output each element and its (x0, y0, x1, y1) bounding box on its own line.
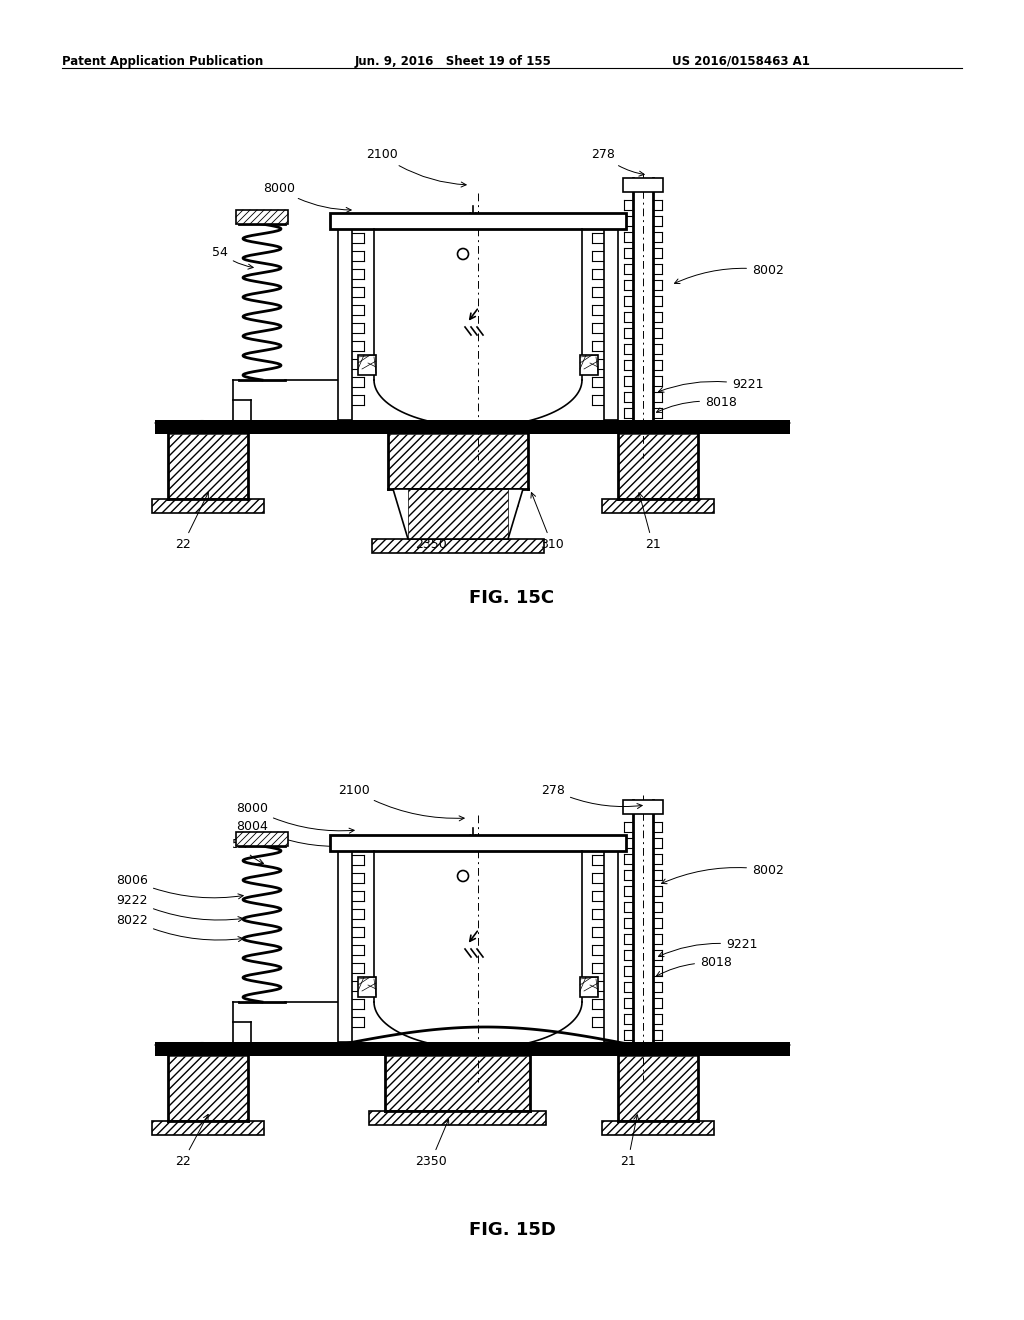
Text: 2350: 2350 (415, 498, 450, 550)
Bar (372, 539, 544, 553)
Bar (236, 832, 288, 846)
Text: 8006: 8006 (116, 874, 243, 899)
Bar (580, 977, 598, 997)
Bar (604, 228, 618, 420)
Text: 8018: 8018 (656, 957, 732, 975)
Text: 8018: 8018 (656, 396, 737, 412)
Bar (152, 1121, 264, 1135)
Bar (330, 836, 626, 851)
Text: 22: 22 (175, 1114, 208, 1168)
Bar (385, 1056, 530, 1111)
Text: 8022: 8022 (117, 913, 243, 941)
Text: 2100: 2100 (367, 149, 466, 187)
Text: 278: 278 (541, 784, 642, 809)
Text: Patent Application Publication: Patent Application Publication (62, 55, 263, 69)
Bar (358, 355, 376, 375)
Text: 278: 278 (591, 149, 644, 176)
Bar (602, 499, 714, 513)
Text: 22: 22 (175, 492, 208, 550)
Bar (155, 420, 790, 434)
Text: 54: 54 (232, 837, 263, 863)
Bar (358, 977, 376, 997)
Text: 21: 21 (638, 492, 660, 550)
Text: 21: 21 (620, 1115, 639, 1168)
Text: 54: 54 (212, 246, 253, 269)
Text: 2350: 2350 (415, 1119, 449, 1168)
Bar (602, 1121, 714, 1135)
Text: FIG. 15D: FIG. 15D (469, 1221, 555, 1239)
Text: 8004: 8004 (237, 820, 354, 849)
Text: 310: 310 (530, 492, 564, 550)
Bar (369, 1111, 546, 1125)
Bar (408, 488, 508, 539)
Bar (155, 1041, 790, 1056)
Text: 8002: 8002 (662, 863, 784, 883)
Text: US 2016/0158463 A1: US 2016/0158463 A1 (672, 55, 810, 69)
Bar (618, 434, 698, 499)
Bar (618, 1056, 698, 1121)
Text: 8000: 8000 (236, 801, 354, 833)
Bar (236, 210, 288, 224)
Text: 9221: 9221 (658, 939, 758, 957)
Polygon shape (393, 488, 523, 539)
Bar (152, 499, 264, 513)
Bar (623, 800, 663, 814)
Text: 9221: 9221 (658, 379, 764, 392)
Bar (338, 228, 352, 420)
Bar (330, 213, 626, 228)
Bar (168, 434, 248, 499)
Text: Jun. 9, 2016   Sheet 19 of 155: Jun. 9, 2016 Sheet 19 of 155 (355, 55, 552, 69)
Bar (168, 1056, 248, 1121)
Bar (388, 434, 528, 488)
Bar (604, 851, 618, 1041)
Text: FIG. 15C: FIG. 15C (469, 589, 555, 607)
Bar (338, 851, 352, 1041)
Text: 8000: 8000 (263, 181, 351, 213)
Text: 2356: 2356 (472, 491, 519, 511)
Text: 2100: 2100 (338, 784, 464, 821)
Text: 8002: 8002 (675, 264, 784, 284)
Bar (580, 355, 598, 375)
Text: 9222: 9222 (117, 894, 243, 921)
Bar (623, 178, 663, 191)
